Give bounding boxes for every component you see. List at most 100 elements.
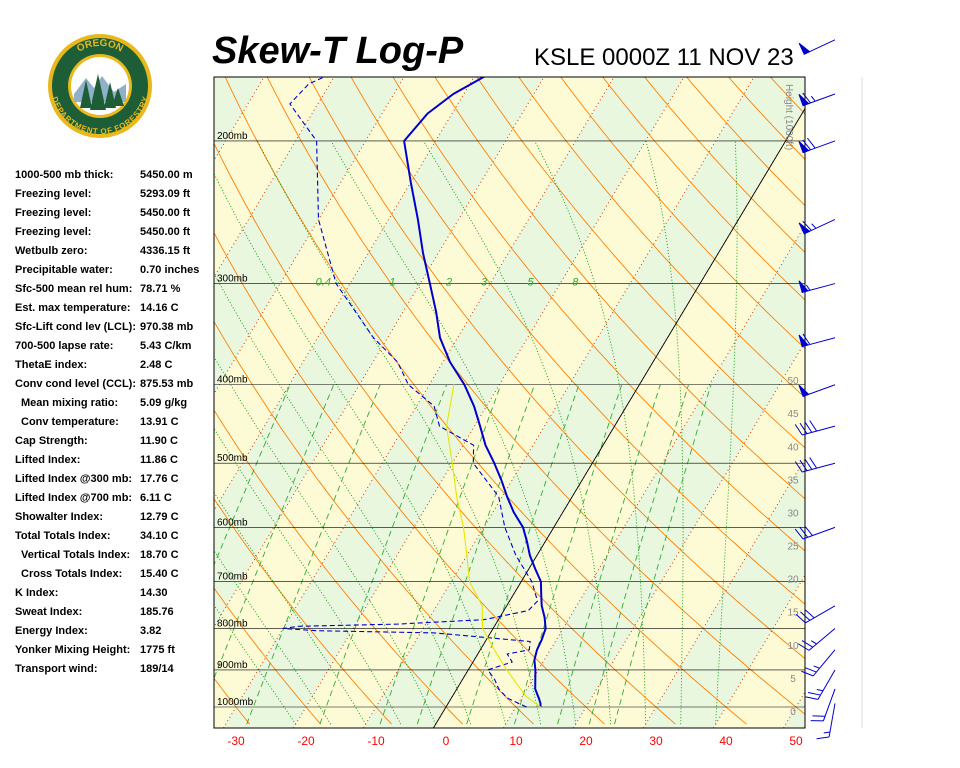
stat-row: Yonker Mixing Height: 1775 ft [15, 641, 215, 660]
stat-label: Conv temperature: [21, 416, 119, 428]
mixing-ratio-label: 3 [481, 277, 488, 289]
stat-value: 3.82 [140, 625, 162, 637]
dry-adiabat [214, 587, 321, 725]
mixing-ratio-label: 0.4 [316, 277, 331, 289]
stat-value: 5450.00 m [140, 169, 193, 181]
stat-value: 185.76 [140, 606, 174, 618]
wind-barb-flag [804, 666, 817, 673]
wind-barb-flag [805, 696, 819, 700]
wind-barb-flag [809, 457, 818, 469]
pressure-label: 600mb [217, 517, 248, 528]
mixing-ratio-line [319, 384, 448, 725]
svg-text:OREGON: OREGON [75, 38, 125, 55]
stat-label: Freezing level: [15, 207, 92, 219]
height-tick-label: 15 [787, 608, 799, 619]
stat-row: Energy Index: 3.82 [15, 622, 215, 641]
wind-barb-pennant [798, 334, 809, 348]
height-tick-label: 0 [790, 707, 796, 718]
wind-barb [816, 703, 836, 740]
wind-barb-half [813, 665, 820, 669]
mixing-ratio-line [214, 384, 335, 680]
mixing-ratio-label: 8 [572, 277, 579, 289]
wind-barb [810, 688, 836, 722]
isotherm-band [643, 458, 805, 728]
stat-label: Cap Strength: [15, 435, 88, 447]
wind-barb-flag [802, 139, 811, 151]
stat-value: 15.40 C [140, 568, 179, 580]
stat-value: 2.48 C [140, 359, 173, 371]
moist-adiabat [214, 272, 472, 725]
stat-value: 5.09 g/kg [140, 397, 188, 409]
stat-row: Conv temperature: 13.91 C [15, 413, 215, 432]
dry-adiabat [350, 77, 805, 605]
stat-label: Lifted Index @700 mb: [15, 492, 133, 504]
stat-row: Lifted Index: 11.86 C [15, 451, 215, 470]
stat-value: 14.30 [140, 587, 168, 599]
wind-barb [798, 92, 836, 107]
stat-value: 17.76 C [140, 473, 179, 485]
stat-value: 34.10 C [140, 530, 179, 542]
stat-row: 700-500 lapse rate: 5.43 C/km [15, 337, 215, 356]
height-tick-label: 40 [787, 442, 799, 453]
height-tick-label: 45 [787, 409, 799, 420]
dry-adiabat [476, 77, 805, 449]
mixing-ratio-line [614, 384, 712, 725]
stat-row: K Index: 14.30 [15, 584, 215, 603]
wind-barb-pennant [798, 42, 811, 55]
stat-label: Total Totals Index: [15, 530, 111, 542]
moist-adiabat [423, 140, 612, 725]
stat-value: 78.71 % [140, 283, 181, 295]
stat-label: Lifted Index: [15, 454, 81, 466]
x-tick-label: 0 [443, 734, 450, 748]
stat-label: ThetaE index: [15, 359, 88, 371]
stat-row: Sweat Index: 185.76 [15, 603, 215, 622]
pressure-label: 200mb [217, 131, 248, 142]
wind-barb-flag [804, 421, 813, 433]
wind-barb-flag [809, 420, 818, 432]
wind-barb [801, 649, 836, 677]
stat-row: Lifted Index @300 mb: 17.76 C [15, 470, 215, 489]
stat-label: Showalter Index: [15, 511, 104, 523]
wind-barb-flag [808, 692, 821, 696]
dry-adiabat [434, 77, 805, 500]
stat-value: 4336.15 ft [140, 245, 191, 257]
stat-label: Transport wind: [15, 663, 98, 675]
isotherm-line [0, 77, 124, 728]
stat-row: Lifted Index @700 mb: 6.11 C [15, 489, 215, 508]
freezing-isotherm [433, 107, 805, 728]
height-tick-label: 30 [787, 509, 799, 520]
isotherm-line [782, 691, 805, 728]
stat-label: Mean mixing ratio: [21, 397, 119, 409]
dry-adiabat [224, 77, 747, 725]
moist-adiabat [715, 140, 738, 725]
isotherm-line [214, 77, 405, 395]
wind-barb-staff [822, 688, 836, 722]
plot-area [0, 77, 805, 728]
isotherm-band [503, 225, 805, 728]
isotherm-line [362, 77, 755, 728]
isotherm-line [0, 77, 54, 728]
wind-barb-staff [812, 649, 836, 677]
wind-barb-flag [800, 611, 811, 621]
isotherm-band [293, 77, 754, 728]
stat-value: 5450.00 ft [140, 226, 191, 238]
wind-barb [798, 218, 836, 235]
isotherm-line [222, 77, 615, 728]
moist-adiabat [330, 140, 577, 725]
pressure-label: 500mb [217, 453, 248, 464]
dry-adiabat [214, 497, 392, 725]
wind-barb-flag [794, 528, 804, 540]
stat-value: 12.79 C [140, 511, 179, 523]
wind-barb-pennant [798, 384, 810, 398]
stat-label: 1000-500 mb thick: [15, 169, 114, 181]
stat-label: Yonker Mixing Height: [15, 644, 131, 656]
stat-row: Freezing level: 5293.09 ft [15, 185, 215, 204]
x-tick-label: -10 [367, 734, 385, 748]
stat-row: Mean mixing ratio: 5.09 g/kg [15, 394, 215, 413]
moist-adiabat [534, 140, 647, 725]
stat-value: 11.90 C [140, 435, 178, 447]
stat-row: 1000-500 mb thick: 5450.00 m [15, 166, 215, 185]
mixing-ratio-line [466, 384, 580, 725]
wind-barb [798, 333, 836, 348]
stat-row: Cap Strength: 11.90 C [15, 432, 215, 451]
